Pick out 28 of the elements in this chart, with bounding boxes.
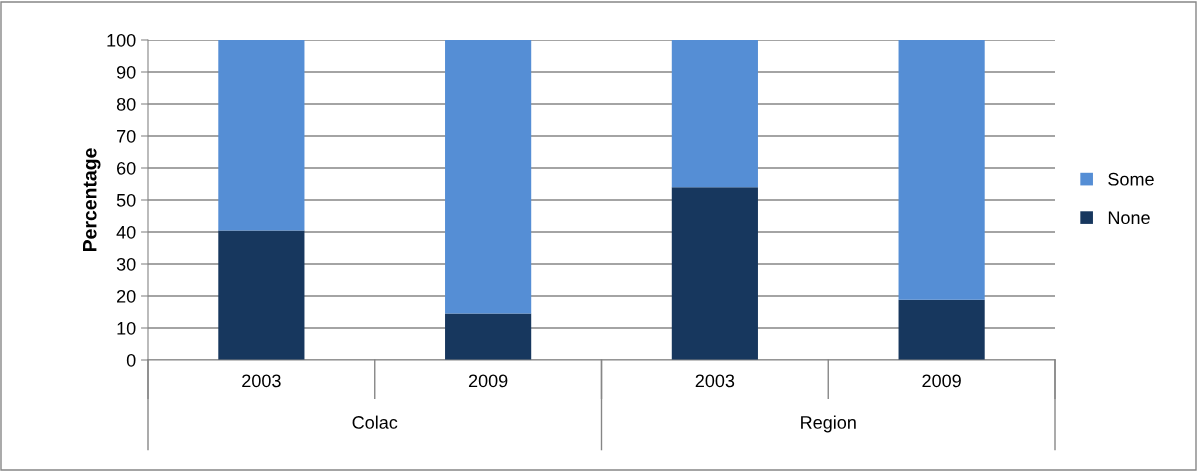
bar (898, 40, 985, 300)
x-tick-label: 2003 (242, 374, 281, 388)
y-tick-label: 100 (107, 33, 136, 47)
text: Colac (352, 415, 398, 429)
y-tick-label: 90 (116, 65, 136, 79)
bar (218, 40, 305, 231)
y-tick-label: 70 (117, 129, 136, 143)
bar (218, 230, 305, 360)
bar (445, 313, 532, 360)
x-tick-label: 2009 (922, 374, 961, 388)
y-tick-label: 80 (116, 97, 136, 111)
x-tick-label: 2003 (695, 374, 735, 388)
legend-label: None (1108, 211, 1150, 225)
legend-label: Some (1108, 172, 1154, 186)
x-tick-label: 2009 (468, 374, 508, 388)
y-tick-label: 0 (126, 353, 136, 367)
y-axis-title: Percentage (83, 148, 101, 252)
y-tick-label: 50 (116, 193, 136, 207)
bar (671, 187, 758, 360)
text: Region (801, 415, 856, 433)
y-tick-label: 30 (116, 257, 136, 271)
y-tick-label: 40 (116, 225, 136, 239)
y-tick-label: 60 (117, 161, 136, 175)
y-tick-label: 20 (117, 289, 136, 303)
bar (898, 299, 985, 360)
y-tick-label: 10 (117, 321, 136, 335)
bar (445, 40, 532, 314)
bar (671, 40, 758, 188)
